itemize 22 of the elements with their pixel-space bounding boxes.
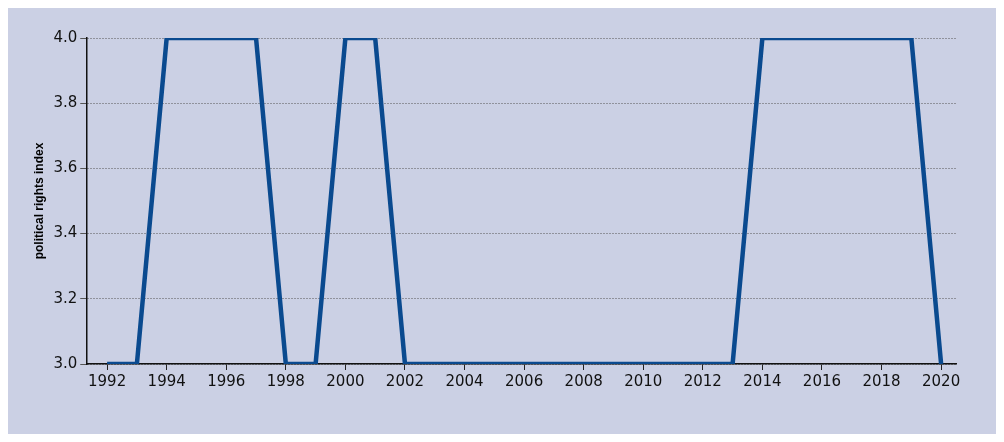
y-tick-label: 3.2	[53, 288, 78, 307]
x-tick-label: 2008	[564, 371, 603, 390]
y-tick-label: 4.0	[53, 27, 78, 46]
y-axis-title: political rights index	[31, 142, 46, 260]
y-tick-label: 3.4	[53, 223, 78, 242]
x-tick-label: 2012	[683, 371, 722, 390]
x-tick-label: 2014	[743, 371, 782, 390]
x-tick-label: 2018	[862, 371, 901, 390]
y-tick-label: 3.6	[53, 158, 78, 177]
x-tick-label: 1998	[266, 371, 305, 390]
x-tick-label: 1996	[207, 371, 246, 390]
x-tick-label: 2004	[445, 371, 484, 390]
x-tick-label: 2010	[624, 371, 663, 390]
x-tick-label: 1994	[147, 371, 186, 390]
x-tick-label: 2002	[385, 371, 425, 390]
x-tick-label: 1992	[88, 371, 127, 390]
y-tick-label: 3.0	[53, 353, 78, 372]
y-tick-label: 3.8	[53, 93, 78, 112]
x-tick-label: 2006	[505, 371, 544, 390]
x-tick-label: 2020	[922, 371, 961, 390]
x-tick-label: 2016	[802, 371, 842, 390]
x-tick-label: 2000	[326, 371, 365, 390]
